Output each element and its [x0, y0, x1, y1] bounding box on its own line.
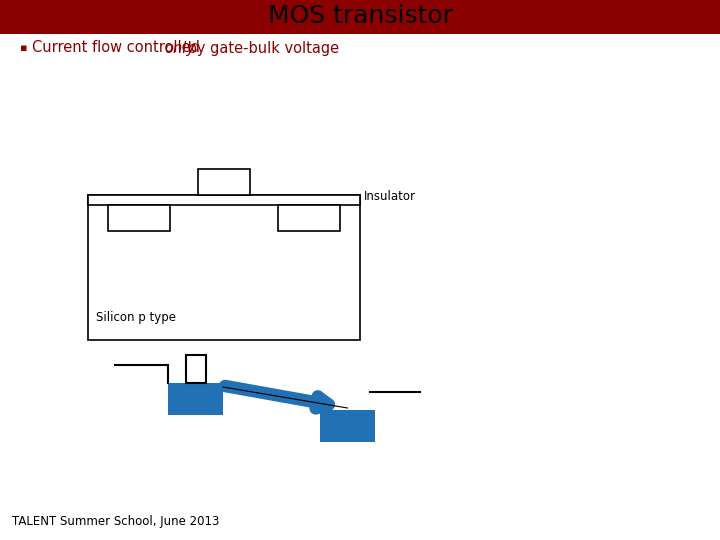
Bar [0, 0, 720, 30]
Bar [88, 195, 360, 205]
Bar [88, 195, 360, 340]
Bar [320, 410, 375, 442]
Bar [186, 355, 205, 383]
Bar [198, 169, 250, 195]
Bar [0, 30, 720, 34]
Text: TALENT Summer School, June 2013: TALENT Summer School, June 2013 [12, 515, 220, 528]
Bar [108, 205, 170, 231]
Text: ▪: ▪ [20, 43, 28, 53]
Bar [278, 205, 340, 231]
Text: by gate-bulk voltage: by gate-bulk voltage [183, 40, 339, 56]
Text: only: only [164, 40, 195, 56]
Text: Insulator: Insulator [364, 191, 416, 204]
Bar [168, 383, 223, 415]
Text: MOS transistor: MOS transistor [268, 4, 452, 28]
Text: Current flow controlled: Current flow controlled [32, 40, 204, 56]
Text: Silicon p type: Silicon p type [96, 312, 176, 325]
